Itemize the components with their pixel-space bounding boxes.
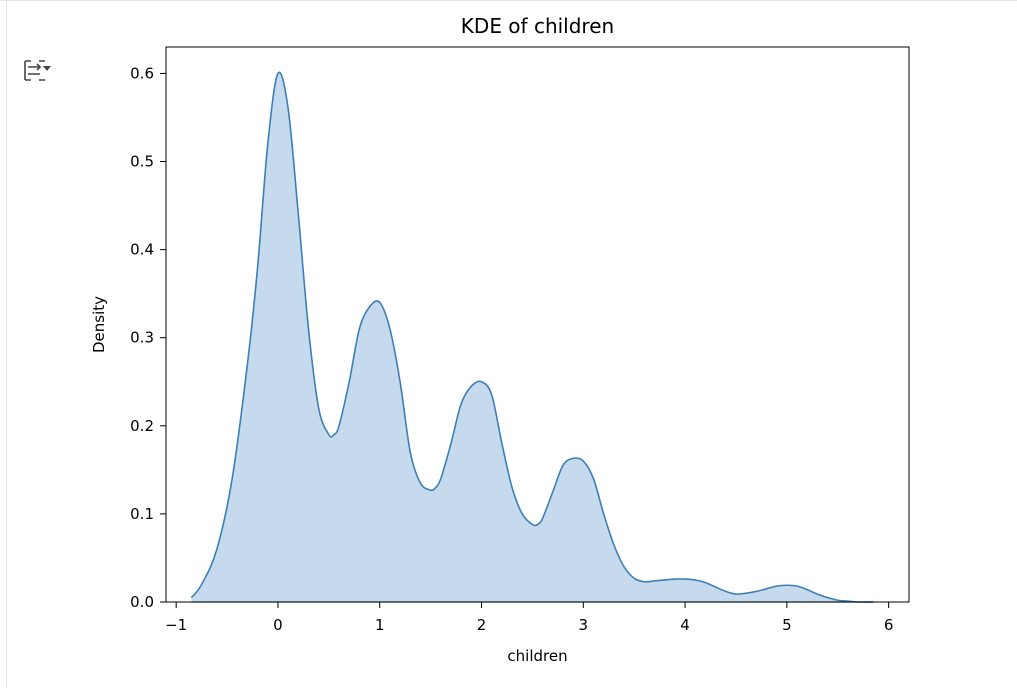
y-axis-ticks: 0.0 0.1 0.2 0.3 0.4 0.5 0.6 bbox=[130, 64, 166, 611]
plot-area bbox=[190, 71, 874, 603]
y-tick-label: 0.0 bbox=[130, 593, 154, 611]
y-tick-label: 0.3 bbox=[130, 329, 154, 347]
cell-top-border bbox=[0, 0, 1017, 1]
x-axis-label: children bbox=[507, 647, 567, 665]
axes-frame bbox=[165, 46, 910, 603]
output-collapse-icon-glyph bbox=[24, 60, 51, 81]
kde-density-line bbox=[190, 71, 874, 603]
x-tick-label: −1 bbox=[165, 616, 187, 634]
x-tick-label: 6 bbox=[884, 616, 894, 634]
y-tick-label: 0.5 bbox=[130, 153, 154, 171]
output-collapse-icon[interactable] bbox=[22, 56, 52, 84]
x-tick-label: 1 bbox=[375, 616, 385, 634]
x-tick-label: 4 bbox=[680, 616, 690, 634]
x-tick-label: 2 bbox=[477, 616, 487, 634]
x-tick-label: 5 bbox=[782, 616, 792, 634]
x-tick-label: 0 bbox=[273, 616, 283, 634]
x-axis-ticks: −1 0 1 2 3 4 5 6 bbox=[165, 602, 893, 634]
y-axis-label: Density bbox=[90, 296, 108, 353]
y-tick-label: 0.4 bbox=[130, 241, 154, 259]
y-tick-label: 0.1 bbox=[130, 505, 154, 523]
y-tick-label: 0.6 bbox=[130, 64, 154, 82]
cell-left-border bbox=[6, 0, 7, 688]
chart-title: KDE of children bbox=[461, 14, 614, 38]
x-tick-label: 3 bbox=[579, 616, 589, 634]
kde-area-fill bbox=[191, 72, 874, 603]
y-tick-label: 0.2 bbox=[130, 417, 154, 435]
